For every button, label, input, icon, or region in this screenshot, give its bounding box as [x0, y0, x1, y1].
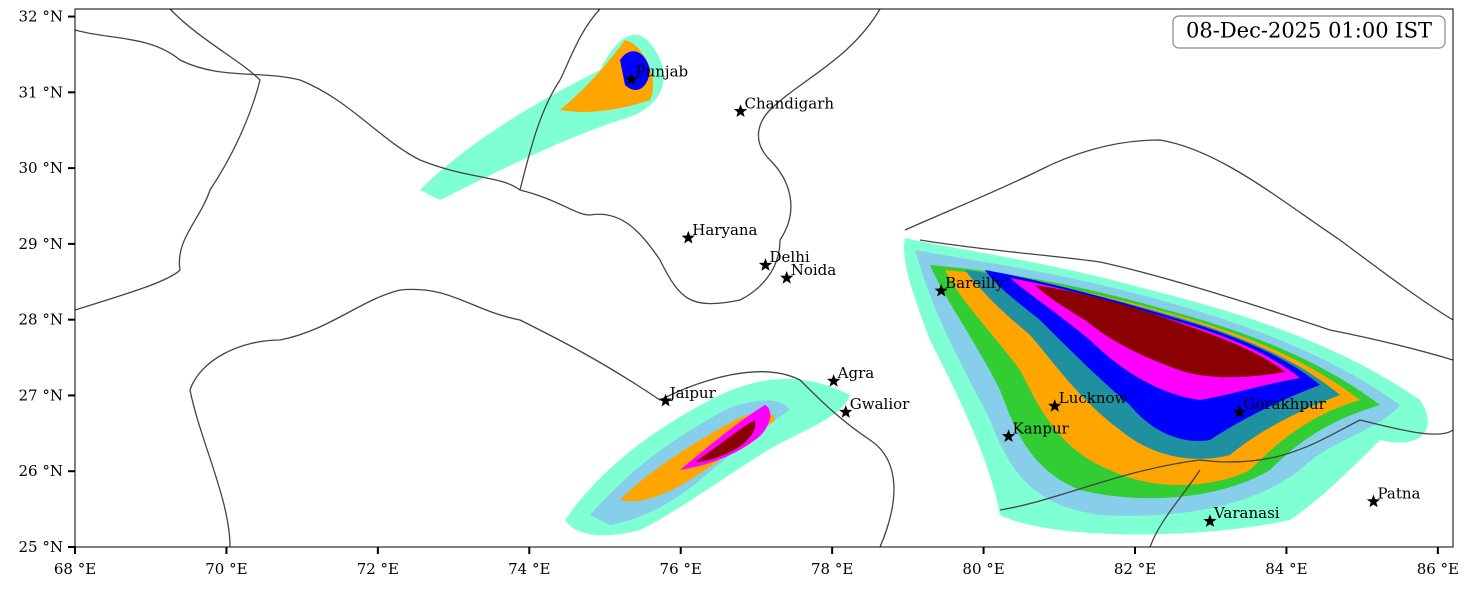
y-tick-label: 28 °N [19, 311, 63, 329]
city-label: Kanpur [1013, 419, 1070, 437]
city-label: Jaipur [668, 384, 717, 402]
city-label: Patna [1378, 485, 1421, 503]
city-marker [1203, 514, 1217, 527]
timestamp: 08-Dec-2025 01:00 IST [1186, 19, 1432, 43]
x-tick-label: 78 °E [811, 560, 853, 578]
y-tick-label: 26 °N [19, 462, 63, 480]
city-marker [934, 283, 948, 297]
city-label: Noida [791, 261, 837, 279]
y-tick-label: 32 °N [19, 8, 63, 26]
x-tick-label: 74 °E [508, 560, 550, 578]
city-marker [839, 405, 853, 418]
city-marker [780, 271, 794, 284]
city-marker [681, 230, 695, 244]
y-tick-label: 29 °N [19, 235, 63, 253]
y-tick-label: 30 °N [19, 159, 63, 177]
city-label: Agra [837, 364, 875, 382]
city-label: Chandigarh [745, 94, 835, 112]
plot-frame [74, 8, 1454, 548]
city-label: Haryana [692, 221, 757, 239]
x-tick-label: 68 °E [54, 560, 96, 578]
city-marker [1232, 405, 1247, 418]
timestamp-box [1172, 15, 1446, 49]
city-marker [733, 104, 748, 117]
x-tick-label: 86 °E [1417, 560, 1459, 578]
city-marker [758, 258, 773, 271]
city-marker [658, 393, 673, 407]
y-tick-label: 31 °N [19, 83, 63, 101]
precipitation [420, 34, 1428, 536]
x-tick-label: 84 °E [1265, 560, 1307, 578]
city-label: Delhi [770, 248, 810, 266]
x-tick-label: 80 °E [962, 560, 1004, 578]
city-marker [1001, 429, 1016, 442]
city-marker [827, 374, 841, 387]
x-tick-label: 72 °E [357, 560, 399, 578]
city-label: Lucknow [1059, 389, 1128, 407]
city-label: Punjab [636, 62, 689, 80]
city-marker [624, 72, 639, 86]
borders [75, 9, 1453, 547]
city-label: Bareilly [945, 274, 1004, 292]
y-tick-label: 27 °N [19, 386, 63, 404]
city-label: Gorakhpur [1243, 395, 1326, 413]
city-label: Varanasi [1213, 504, 1280, 522]
city-marker [1366, 494, 1381, 508]
city-label: Gwalior [850, 395, 910, 413]
x-tick-label: 76 °E [660, 560, 702, 578]
city-marker [1048, 399, 1062, 412]
x-tick-label: 70 °E [205, 560, 247, 578]
x-tick-label: 82 °E [1114, 560, 1156, 578]
y-tick-label: 25 °N [19, 538, 63, 556]
